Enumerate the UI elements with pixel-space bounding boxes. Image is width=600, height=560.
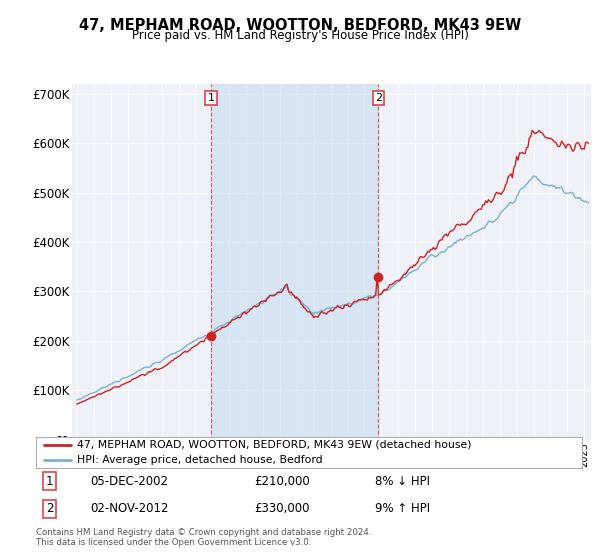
Text: 47, MEPHAM ROAD, WOOTTON, BEDFORD, MK43 9EW: 47, MEPHAM ROAD, WOOTTON, BEDFORD, MK43 … <box>79 18 521 33</box>
Text: HPI: Average price, detached house, Bedford: HPI: Average price, detached house, Bedf… <box>77 455 323 465</box>
Text: 9% ↑ HPI: 9% ↑ HPI <box>374 502 430 515</box>
Text: 2: 2 <box>46 502 53 515</box>
Text: £330,000: £330,000 <box>254 502 310 515</box>
Text: 1: 1 <box>46 474 53 488</box>
Text: Contains HM Land Registry data © Crown copyright and database right 2024.: Contains HM Land Registry data © Crown c… <box>36 528 371 536</box>
Text: 05-DEC-2002: 05-DEC-2002 <box>91 474 169 488</box>
Text: 02-NOV-2012: 02-NOV-2012 <box>91 502 169 515</box>
Text: This data is licensed under the Open Government Licence v3.0.: This data is licensed under the Open Gov… <box>36 538 311 547</box>
Text: £210,000: £210,000 <box>254 474 310 488</box>
Text: 2: 2 <box>375 93 382 103</box>
Text: 47, MEPHAM ROAD, WOOTTON, BEDFORD, MK43 9EW (detached house): 47, MEPHAM ROAD, WOOTTON, BEDFORD, MK43 … <box>77 440 472 450</box>
Text: 8% ↓ HPI: 8% ↓ HPI <box>374 474 430 488</box>
Text: 1: 1 <box>208 93 214 103</box>
Text: Price paid vs. HM Land Registry's House Price Index (HPI): Price paid vs. HM Land Registry's House … <box>131 29 469 42</box>
